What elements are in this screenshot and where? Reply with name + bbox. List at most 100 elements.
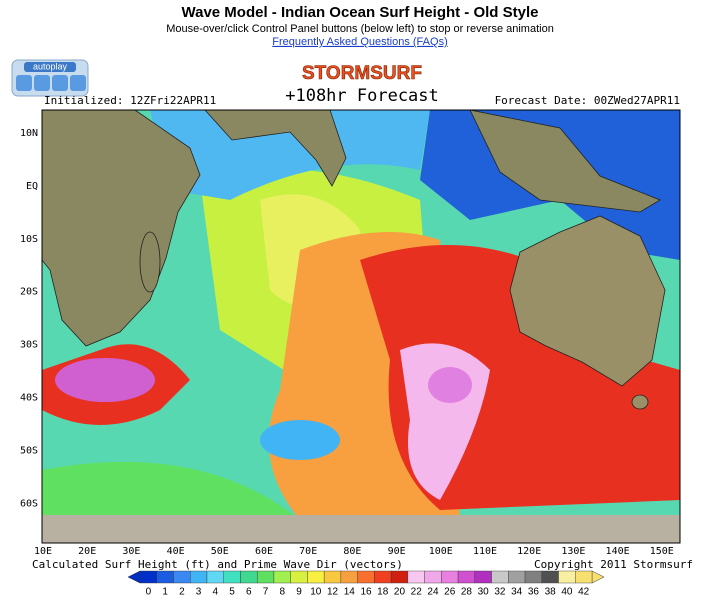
lon-label: 60E <box>255 546 273 557</box>
legend-value: 7 <box>263 587 269 598</box>
lon-label: 50E <box>211 546 229 557</box>
faq-link[interactable]: Frequently Asked Questions (FAQs) <box>272 36 447 48</box>
legend-swatch <box>290 570 308 584</box>
forward-button[interactable] <box>70 75 86 91</box>
legend-swatch <box>474 570 492 584</box>
legend-swatch <box>173 570 191 584</box>
lon-label: 40E <box>167 546 185 557</box>
antarctic-ice <box>42 515 680 543</box>
legend-value: 42 <box>578 587 590 598</box>
legend-swatch <box>541 570 559 584</box>
stop-button[interactable] <box>34 75 50 91</box>
arabia-india <box>204 110 347 187</box>
legend-swatch <box>424 570 442 584</box>
lon-label: 110E <box>473 546 497 557</box>
legend-swatch <box>491 570 509 584</box>
lon-label: 70E <box>299 546 317 557</box>
indonesia <box>469 110 661 213</box>
legend-swatch <box>524 570 542 584</box>
legend-swatch <box>323 570 342 584</box>
legend-swatch <box>441 570 459 584</box>
back-button[interactable] <box>16 75 32 91</box>
lon-label: 80E <box>343 546 361 557</box>
legend-swatch <box>206 570 224 584</box>
legend-value: 34 <box>511 587 523 598</box>
legend-swatch <box>558 570 576 584</box>
initialized: Initialized: 12ZFri22APR11 <box>44 94 216 107</box>
title: Wave Model - Indian Ocean Surf Height - … <box>182 4 539 21</box>
legend-value: 4 <box>213 587 219 598</box>
legend-swatch <box>256 570 275 584</box>
green-south <box>42 461 300 530</box>
autoplay-label: autoplay <box>33 61 68 71</box>
lon-label: 120E <box>517 546 541 557</box>
tasmania <box>631 394 649 410</box>
blue-north <box>150 110 430 200</box>
australia <box>509 215 666 387</box>
legend-right-arrow <box>591 570 605 584</box>
legend-value: 9 <box>296 587 302 598</box>
lat-label: 10S <box>20 234 38 245</box>
lat-label: 20S <box>20 287 38 298</box>
magenta-sw <box>55 358 155 402</box>
legend-swatch <box>139 570 157 584</box>
legend-swatch <box>273 570 291 584</box>
legend-swatch <box>575 570 593 584</box>
lat-label: 10N <box>20 128 38 139</box>
legend-value: 32 <box>494 587 506 598</box>
legend-swatch <box>223 570 241 584</box>
play-button[interactable] <box>52 75 68 91</box>
forecast-hour: +108hr Forecast <box>285 86 439 106</box>
lat-label: 50S <box>20 445 38 456</box>
legend-value: 12 <box>327 587 339 598</box>
label-bg <box>24 62 76 72</box>
legend-value: 36 <box>528 587 540 598</box>
lon-label: 130E <box>561 546 585 557</box>
subtitle: Mouse-over/click Control Panel buttons (… <box>166 23 554 35</box>
legend-value: 22 <box>411 587 423 598</box>
copyright: Copyright 2011 Stormsurf <box>534 558 693 571</box>
lon-label: 90E <box>388 546 406 557</box>
legend-value: 26 <box>444 587 456 598</box>
forecast-date: Forecast Date: 00ZWed27APR11 <box>495 94 680 107</box>
legend-value: 3 <box>196 587 202 598</box>
legend-value: 0 <box>146 587 152 598</box>
legend-swatch <box>508 570 526 584</box>
legend-value: 40 <box>561 587 573 598</box>
blue-eddy <box>260 420 340 460</box>
legend-swatch <box>240 570 258 584</box>
legend-swatch <box>390 570 409 584</box>
legend-value: 1 <box>162 587 168 598</box>
legend-value: 24 <box>427 587 439 598</box>
legend-value: 2 <box>179 587 185 598</box>
lon-label: 30E <box>122 546 140 557</box>
legend-value: 8 <box>280 587 286 598</box>
legend-value: 18 <box>377 587 389 598</box>
lon-label: 140E <box>606 546 630 557</box>
magenta-core <box>428 367 472 403</box>
lon-label: 150E <box>650 546 674 557</box>
lon-label: 100E <box>429 546 453 557</box>
map <box>42 110 680 543</box>
madagascar <box>139 231 161 293</box>
lat-label: 30S <box>20 340 38 351</box>
legend-swatch <box>156 570 174 584</box>
lon-label: 20E <box>78 546 96 557</box>
legend-value: 6 <box>246 587 252 598</box>
legend-value: 5 <box>229 587 235 598</box>
legend-value: 16 <box>360 587 372 598</box>
legend-swatch <box>340 570 358 584</box>
map-frame <box>41 109 681 544</box>
legend-swatch <box>407 570 425 584</box>
lat-label: EQ <box>26 181 38 192</box>
africa <box>42 110 201 347</box>
legend-swatch <box>357 570 375 584</box>
legend-value: 30 <box>478 587 490 598</box>
legend-left-arrow <box>127 570 141 584</box>
lat-label: 40S <box>20 393 38 404</box>
lat-label: 60S <box>20 498 38 509</box>
legend-swatch <box>307 570 325 584</box>
caption: Calculated Surf Height (ft) and Prime Wa… <box>32 558 403 571</box>
